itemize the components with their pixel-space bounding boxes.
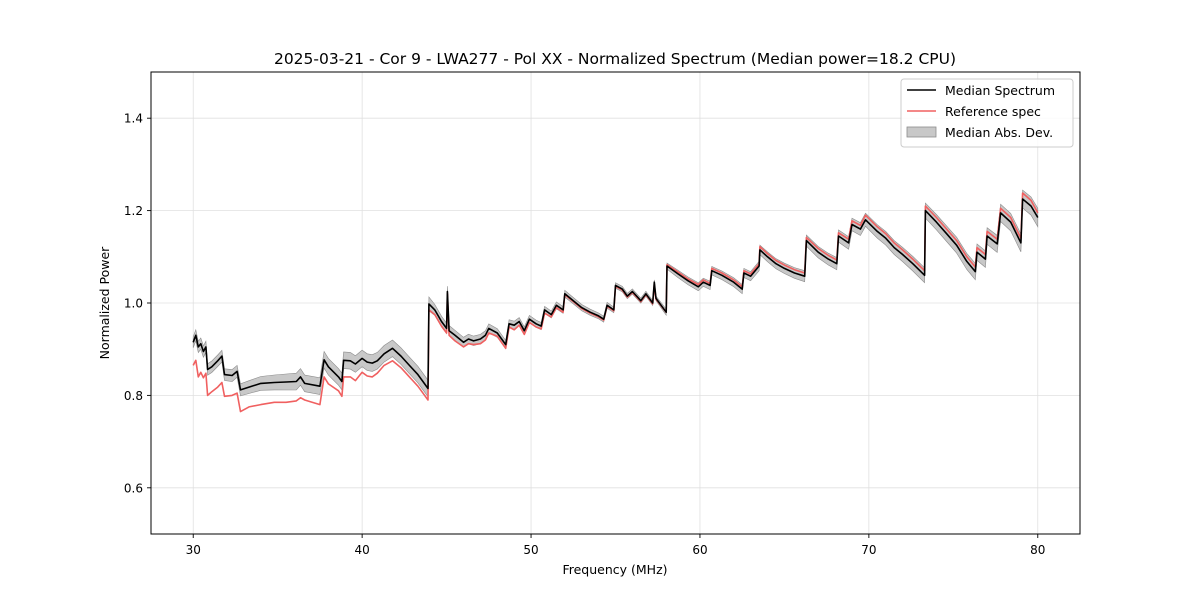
- legend-label-reference: Reference spec: [945, 104, 1041, 119]
- x-axis-label: Frequency (MHz): [562, 562, 667, 577]
- legend-label-median: Median Spectrum: [945, 83, 1055, 98]
- x-tick-label-2: 50: [523, 543, 538, 557]
- y-axis-ticks: 0.6 0.8 1.0 1.2 1.4: [124, 112, 151, 495]
- legend-swatch-mad: [906, 126, 937, 138]
- y-tick-label-2: 1.0: [124, 297, 143, 311]
- x-tick-label-0: 30: [186, 543, 201, 557]
- x-tick-label-3: 60: [692, 543, 707, 557]
- legend: Median Spectrum Reference spec Median Ab…: [900, 78, 1074, 148]
- x-tick-label-1: 40: [354, 543, 369, 557]
- median-spectrum-line: [192, 198, 1039, 391]
- plot-series: [192, 189, 1039, 413]
- chart-title: 2025-03-21 - Cor 9 - LWA277 - Pol XX - N…: [274, 50, 956, 68]
- y-tick-label-4: 1.4: [124, 112, 143, 126]
- x-tick-label-4: 70: [861, 543, 876, 557]
- y-tick-label-0: 0.6: [124, 481, 143, 495]
- y-tick-label-1: 0.8: [124, 389, 143, 403]
- x-axis-ticks: 30 40 50 60 70 80: [186, 534, 1045, 557]
- legend-box: [900, 78, 1074, 148]
- x-tick-label-5: 80: [1030, 543, 1045, 557]
- y-tick-label-3: 1.2: [124, 204, 143, 218]
- y-axis-label: Normalized Power: [97, 246, 112, 360]
- legend-label-mad: Median Abs. Dev.: [945, 125, 1053, 140]
